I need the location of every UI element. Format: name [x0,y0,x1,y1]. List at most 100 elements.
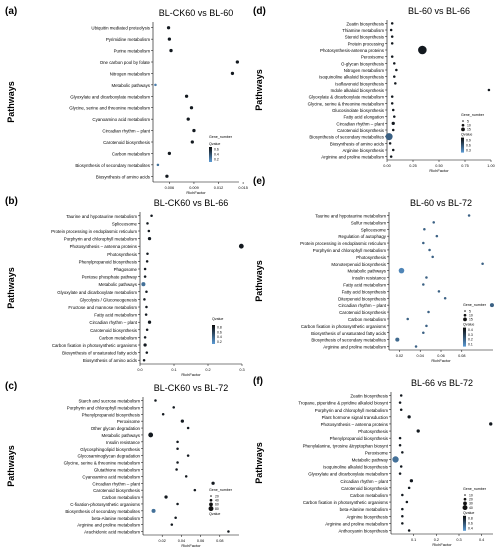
legend-size-marker [461,127,465,132]
y-tick-label: Carbon fixation in photosynthetic organi… [303,500,389,505]
y-tick-label: Protein processing in endoplasmic reticu… [300,241,386,246]
y-tick-label: Metabolic pathway [352,457,389,462]
legend-size-label: 40 [469,506,473,510]
legend-size-marker [209,502,213,507]
data-point [145,328,149,332]
y-tick-label: Spliceosome [361,227,387,232]
data-point [423,227,426,231]
y-tick-label: Glycine, serine & threonine metabolism [308,101,385,106]
data-point [418,45,427,55]
y-axis-label: Pathways [254,442,264,484]
legend-color-label: 0.8 [468,517,473,521]
data-point [425,276,428,279]
y-tick-label: Zeatin biosynthesis [346,21,384,26]
y-tick-label: Spliceosome [112,221,138,226]
data-point [390,55,394,58]
data-point [211,481,215,485]
legend-size-label: 20 [469,498,473,502]
data-point [390,35,394,38]
legend-size-marker [210,495,212,497]
chart-svg: (b) BL-CK60 vs BL-66 Pathways Taurine and h… [5,196,245,377]
chart-svg: (f) BL-66 vs BL-72 Pathways Zeatin biosynth… [253,376,493,547]
data-point [398,267,405,274]
data-point [141,282,146,287]
y-tick-label: Arginine biosynthesis [347,514,389,519]
y-tick-label: Carbon fixation in photosynthetic organi… [301,324,387,329]
y-tick-label: Porphyrin and chlorophyll metabolism [315,408,389,413]
data-point [145,290,148,294]
x-axis-label: RichFactor [429,168,449,173]
y-tick-label: Porphyrin and chlorophyll metabolism [67,405,141,410]
panel-letter: (d) [253,6,266,17]
y-tick-label: Protein processing [348,41,385,46]
y-tick-label: Carotenoid biosynthesis [337,128,385,133]
data-point [391,108,395,112]
legend-color-label: 0.6 [214,148,219,152]
y-tick-label: Glyoxylate and dicarboxylate metabolism [57,290,137,295]
y-tick-label: Fatty acid metabolism [343,282,386,287]
data-point [143,298,146,301]
chart-svg: (d) BL-60 vs BL-66 Pathways Zeatin biosynth… [253,6,495,173]
y-tick-label: Phenylpropanoid biosynthesis [79,259,138,264]
panel-letter: (f) [253,376,263,387]
y-tick-label: Phenylpropanoid biosynthesis [82,412,141,417]
y-tick-label: Indole alkaloid biosynthesis [331,88,385,93]
data-point [166,26,171,30]
data-point [435,234,439,238]
x-tick-label: 0.2 [434,538,439,542]
y-tick-label: Circadian rhythm – plant [336,121,384,126]
legend-size-label: 15 [467,128,471,132]
data-point [390,102,394,105]
y-tick-label: Carbon metabolism [102,495,140,500]
x-tick-label: 0.06 [197,539,204,543]
y-tick-label: Carbon fixation in photosynthetic organi… [52,343,138,348]
data-point [164,495,168,499]
data-point [146,252,149,256]
data-point [145,260,149,263]
chart-panel: (a) BL-CK60 vs BL-60 Pathways Ubiquitin med… [3,0,250,195]
x-tick-label: 0.04 [417,354,424,358]
legend-color-bar [461,137,464,153]
y-tick-label: Arginine and proline metabolism [77,523,140,528]
data-point [238,243,244,249]
legend-color-title: Qvalue [209,512,220,516]
y-tick-label: Porphyrin and chlorophyll metabolism [313,248,387,253]
chart-panel: (f) BL-66 vs BL-72 Pathways Zeatin biosynth… [251,370,499,550]
y-tick-label: Biosynthesis of secondary metabolites [309,135,384,140]
y-tick-label: Taurine and hypotaurine metabolism [315,213,386,218]
data-point [389,28,393,32]
y-tick-label: Photosynthesis [107,252,138,257]
data-point [407,486,411,490]
data-point [190,140,194,144]
data-point [443,296,447,300]
data-point [176,440,179,444]
data-point [143,343,147,347]
legend-color-label: 0.4 [214,153,219,157]
data-point [175,468,178,471]
data-point [174,516,177,520]
y-tick-label: Biosynthesis of amino acids [96,174,151,179]
y-tick-label: Arginine and proline metabolism [325,521,388,526]
y-tick-label: Biosynthesis of unsaturated fatty acids [62,351,138,356]
y-tick-label: Fatty acid biosynthesis [342,289,387,294]
legend-color-label: 0.4 [468,328,473,332]
x-tick-label: 0.04 [178,539,185,543]
legend-title: Gene_number [461,113,485,117]
data-point [143,275,147,278]
data-point [154,83,157,87]
chart-svg: (c) BL-CK60 vs BL-72 Pathways Starch and su… [5,381,239,548]
chart-svg: (e) BL-60 vs BL-72 Pathways Taurine and hyp… [253,176,494,363]
y-tick-label: Circadian rhythm – plant [340,479,388,484]
legend-color-label: 0.3 [468,333,473,337]
legend-title: Gene_number [209,488,233,492]
y-tick-label: Arginine and proline metabolism [323,345,386,350]
y-tick-label: Metabolic pathways [98,282,137,287]
data-point [401,451,404,454]
y-tick-label: Thiamine metabolism [342,28,384,33]
data-point [156,163,160,167]
y-tick-label: Carbon metabolism [99,335,137,340]
y-tick-label: Circadian rhythm – plant [102,129,150,134]
y-tick-label: Glycine, serine and threonine metabolism [69,106,150,111]
y-tick-label: Carbon metabolism [350,493,388,498]
data-point [230,71,235,76]
